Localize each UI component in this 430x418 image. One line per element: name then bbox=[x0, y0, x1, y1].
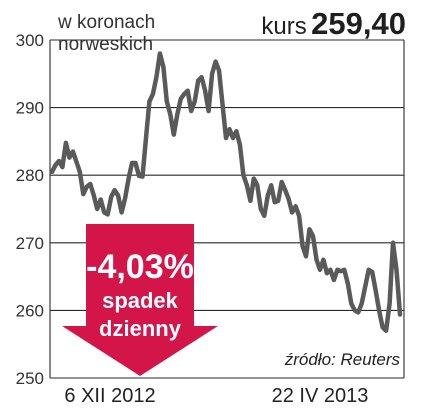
y-tick-label: 260 bbox=[16, 301, 44, 320]
price-line bbox=[49, 51, 403, 333]
change-percent: -4,03% bbox=[86, 248, 194, 286]
unit-label-line1: w koronach bbox=[58, 12, 156, 33]
change-label-line1: spadek bbox=[102, 288, 178, 313]
y-tick-label: 270 bbox=[16, 234, 44, 253]
x-axis-label: 6 XII 2012 bbox=[64, 385, 155, 407]
kurs-value: 259,40 bbox=[311, 6, 406, 41]
unit-label-line2: norweskich bbox=[58, 34, 154, 55]
source-credit: źródło: Reuters bbox=[284, 350, 400, 369]
daily-change-callout: -4,03% spadek dzienny bbox=[62, 224, 218, 376]
down-arrow-icon bbox=[62, 224, 218, 376]
y-tick-label: 290 bbox=[16, 99, 44, 118]
x-axis-label: 22 IV 2013 bbox=[272, 385, 369, 407]
y-tick-label: 300 bbox=[16, 31, 44, 50]
y-tick-label: 250 bbox=[16, 369, 44, 388]
change-label-line2: dzienny bbox=[99, 316, 181, 341]
price-readout: kurs 259,40 bbox=[261, 6, 406, 42]
kurs-label: kurs bbox=[261, 13, 307, 40]
unit-label: w koronach norweskich bbox=[58, 12, 155, 56]
y-tick-label: 280 bbox=[16, 166, 44, 185]
